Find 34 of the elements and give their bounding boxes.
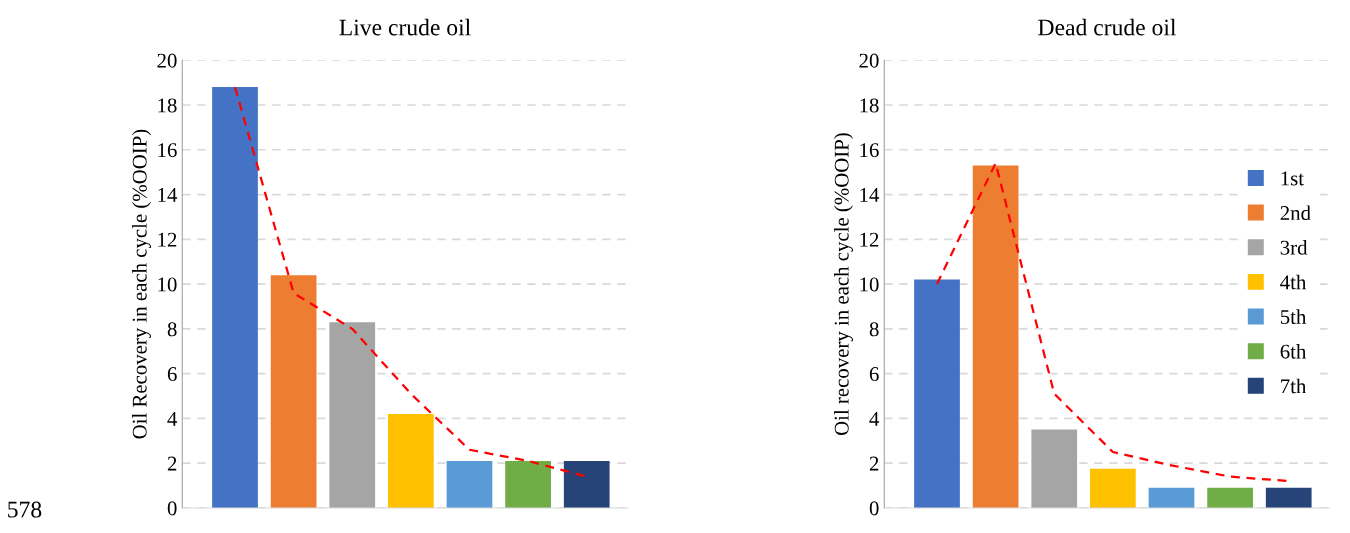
legend-label: 4th bbox=[1280, 274, 1307, 290]
y-tick-label: 16 bbox=[860, 143, 879, 158]
y-tick-label: 20 bbox=[859, 53, 879, 68]
y-tick-label: 0 bbox=[167, 501, 177, 516]
y-tick-label: 10 bbox=[860, 277, 879, 292]
y-tick-label: 6 bbox=[167, 367, 177, 382]
y-tick-label: 2 bbox=[167, 456, 177, 471]
y-tick-label: 2 bbox=[869, 456, 879, 471]
y-tick-label: 10 bbox=[158, 277, 177, 292]
y-tick-label: 14 bbox=[158, 188, 178, 202]
y-tick-label: 8 bbox=[167, 322, 177, 337]
y-tick-label: 18 bbox=[860, 98, 879, 113]
y-tick-label: 12 bbox=[158, 232, 177, 247]
y-tick-label: 12 bbox=[860, 232, 879, 247]
y-tick-label: 16 bbox=[158, 143, 177, 158]
y-axis-title: Oil Recovery in each cycle (%OOIP) bbox=[132, 129, 151, 439]
y-tick-label: 4 bbox=[869, 411, 880, 426]
legend-label: 2nd bbox=[1280, 205, 1311, 221]
legend-label: 1st bbox=[1281, 171, 1304, 186]
y-tick-label: 14 bbox=[860, 188, 880, 202]
legend-label: 6th bbox=[1280, 344, 1307, 359]
legend-label: 3rd bbox=[1280, 240, 1308, 255]
text: 578 bbox=[8, 501, 42, 518]
y-tick-label: 20 bbox=[157, 53, 177, 68]
chart-title: Live crude oil bbox=[339, 18, 471, 36]
chart-title: Dead crude oil bbox=[1038, 18, 1177, 36]
y-tick-label: 4 bbox=[167, 411, 178, 426]
y-tick-label: 8 bbox=[869, 322, 879, 337]
legend-label: 7th bbox=[1281, 378, 1307, 394]
legend-label: 5th bbox=[1280, 309, 1307, 325]
y-tick-label: 0 bbox=[869, 501, 879, 516]
y-tick-label: 18 bbox=[158, 98, 177, 113]
y-axis-title: Oil recovery in each cycle (%OOIP) bbox=[834, 133, 853, 436]
y-tick-label: 6 bbox=[869, 367, 879, 382]
